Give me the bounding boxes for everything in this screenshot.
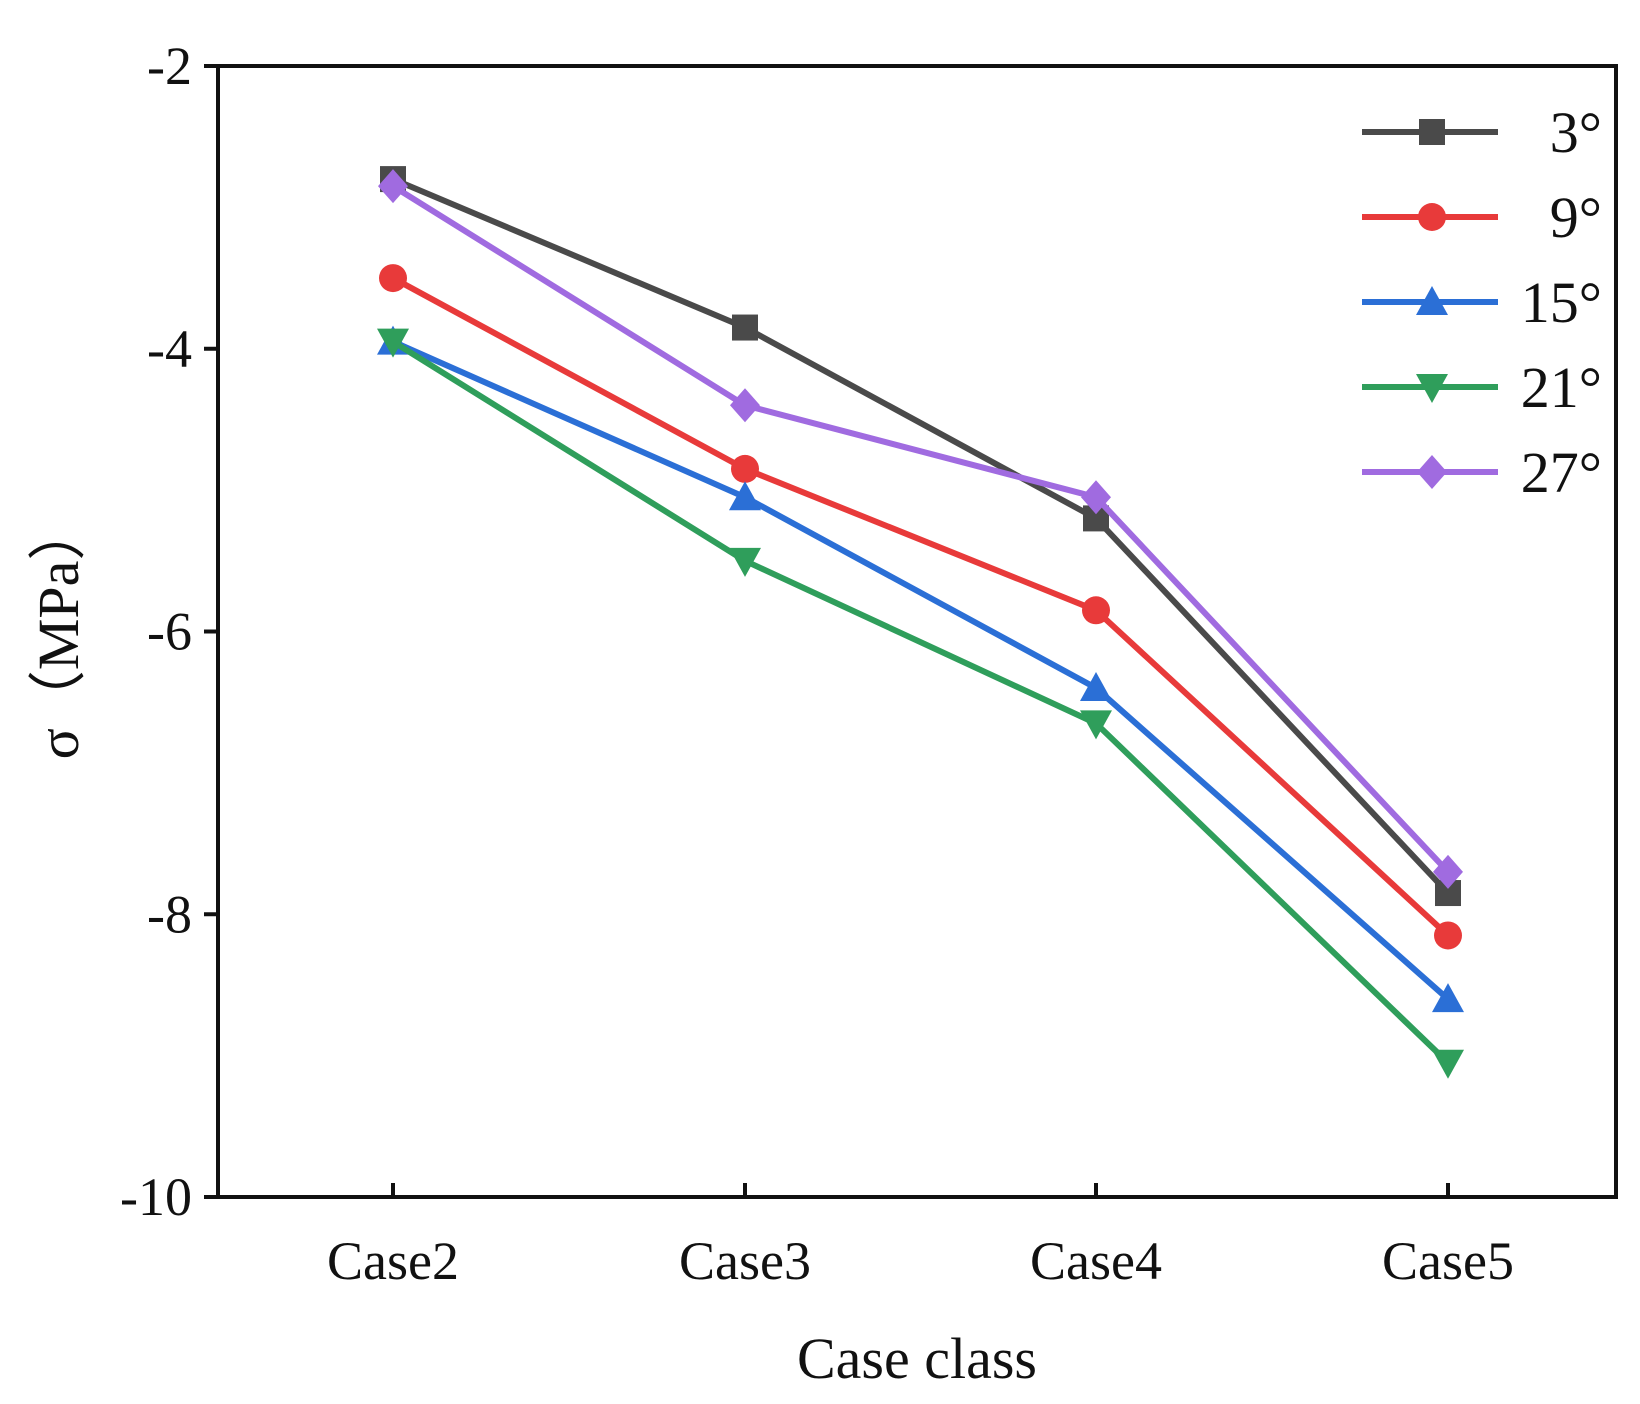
data-point: [730, 388, 760, 423]
y-tick-label: -2: [147, 36, 192, 96]
legend-label: 3°: [1550, 100, 1602, 165]
legend-marker: [1416, 286, 1448, 315]
y-tick-label: -6: [147, 602, 192, 662]
legend-item: 3°: [1362, 100, 1602, 165]
legend-item: 9°: [1362, 185, 1602, 250]
legend-item: 15°: [1362, 270, 1602, 335]
series-2: [379, 264, 1462, 950]
y-tick-label: -4: [147, 319, 192, 379]
data-point: [377, 328, 409, 358]
legend: 3° 9° 15° 21° 27°: [1362, 100, 1602, 505]
legend-item: 27°: [1362, 440, 1602, 505]
series-4: [377, 328, 1464, 1079]
legend-item: 21°: [1362, 355, 1602, 420]
data-point: [379, 264, 407, 293]
legend-marker: [1419, 119, 1445, 145]
x-tick-label: Case5: [1382, 1231, 1514, 1291]
series-line: [391, 338, 1450, 1002]
data-point: [378, 169, 408, 204]
legend-label: 9°: [1550, 185, 1602, 250]
legend-marker: [1416, 374, 1448, 403]
legend-label: 21°: [1521, 355, 1602, 420]
series-layer: [377, 166, 1464, 1079]
data-point: [1433, 854, 1463, 889]
data-point: [1081, 480, 1111, 515]
legend-marker: [1418, 203, 1446, 231]
legend-marker: [1417, 455, 1447, 489]
x-axis-ticks: Case2 Case3 Case4 Case5: [327, 1183, 1514, 1291]
data-point: [729, 481, 761, 511]
data-point: [1080, 710, 1112, 740]
series-3: [377, 325, 1464, 1013]
y-tick-label: -10: [120, 1167, 192, 1227]
data-point: [731, 454, 759, 483]
data-point: [1080, 672, 1112, 702]
data-point: [1432, 983, 1464, 1013]
series-line: [391, 183, 1451, 874]
legend-label: 27°: [1521, 440, 1602, 505]
data-point: [1082, 596, 1110, 625]
x-tick-label: Case4: [1030, 1231, 1162, 1291]
legend-label: 15°: [1521, 270, 1602, 335]
data-point: [1434, 921, 1462, 950]
data-point: [729, 547, 761, 577]
data-point: [732, 314, 758, 341]
data-point: [1432, 1049, 1464, 1079]
series-line: [391, 176, 1451, 896]
series-5: [378, 169, 1463, 889]
plot-area-frame: [216, 64, 1618, 1199]
x-tick-label: Case3: [679, 1231, 811, 1291]
y-axis-title: σ（MPa）: [26, 503, 91, 760]
series-line: [391, 275, 1451, 938]
x-axis-title: Case class: [797, 1326, 1037, 1391]
x-tick-label: Case2: [327, 1231, 459, 1291]
series-line: [391, 339, 1451, 1065]
y-axis-ticks: -10 -8 -6 -4 -2: [120, 36, 218, 1227]
y-tick-label: -8: [147, 884, 192, 944]
